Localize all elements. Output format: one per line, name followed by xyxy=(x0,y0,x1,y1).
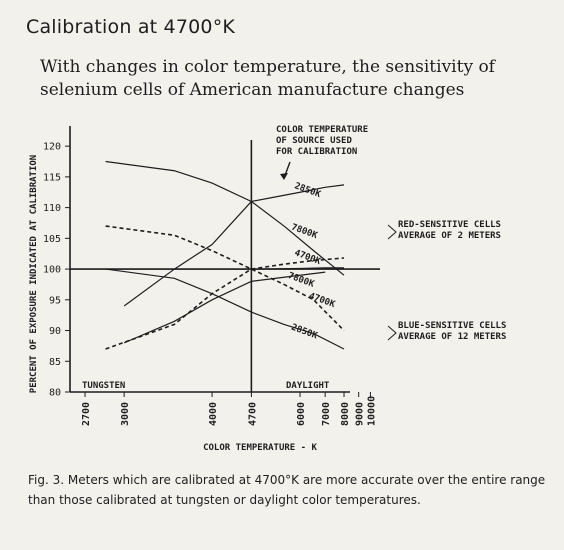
x-tick-label: 2700 xyxy=(81,402,92,426)
page-subtitle: With changes in color temperature, the s… xyxy=(40,57,495,100)
y-tick-label: 115 xyxy=(43,172,61,183)
series-line-red-7800K-1 xyxy=(105,160,345,276)
x-tick-label: 10000 xyxy=(366,396,377,426)
x-tick-label: 4700 xyxy=(247,402,258,426)
y-tick-label: 80 xyxy=(49,388,61,399)
y-tick-label: 95 xyxy=(49,295,61,306)
series-line-blue-unlabeled-6 xyxy=(123,271,326,344)
y-tick-label: 110 xyxy=(43,203,61,214)
y-tick-label: 90 xyxy=(49,326,61,337)
series-label: 2850K xyxy=(293,181,322,200)
red-group-bracket xyxy=(387,224,397,240)
series-label: 7800K xyxy=(290,223,319,242)
x-tick-label: 3000 xyxy=(120,402,131,426)
x-tick-label: 4000 xyxy=(208,402,219,426)
y-tick-label: 100 xyxy=(43,265,61,276)
red-group-label: AVERAGE OF 2 METERS xyxy=(398,231,501,241)
source-note-line: COLOR TEMPERATURE xyxy=(276,125,368,135)
x-axis-title: COLOR TEMPERATURE - K xyxy=(203,443,317,453)
x-tick-label: 9000 xyxy=(355,402,366,426)
source-note-line: OF SOURCE USED xyxy=(276,136,352,146)
x-tick-label: 7000 xyxy=(321,402,332,426)
y-tick-label: 105 xyxy=(43,234,61,245)
tungsten-label: TUNGSTEN xyxy=(82,381,125,391)
calibration-chart: 80 85 90 95 100 105 110 115 120 2700 3000 4000 4700 6… xyxy=(29,125,506,453)
red-group-label: RED-SENSITIVE CELLS xyxy=(398,220,501,230)
y-axis-title: PERCENT OF EXPOSURE INDICATED AT CALIBRA… xyxy=(29,155,39,393)
y-tick-label: 85 xyxy=(49,357,61,368)
blue-group-bracket xyxy=(387,325,397,341)
series-line-blue-2850K-4 xyxy=(105,268,345,350)
page-title: Calibration at 4700°K xyxy=(26,16,236,38)
y-tick-label: 120 xyxy=(43,142,61,153)
series-line-blue-7800K-5 xyxy=(105,257,345,350)
series-label: 4700K xyxy=(293,248,322,267)
blue-group-label: AVERAGE OF 12 METERS xyxy=(398,332,506,342)
figure-caption: Fig. 3. Meters which are calibrated at 4… xyxy=(28,473,546,507)
daylight-label: DAYLIGHT xyxy=(286,381,330,391)
x-tick-label: 8000 xyxy=(340,402,351,426)
blue-group-label: BLUE-SENSITIVE CELLS xyxy=(398,321,506,331)
x-tick-label: 6000 xyxy=(296,402,307,426)
source-note-arrowhead xyxy=(280,173,288,180)
source-note-line: FOR CALIBRATION xyxy=(276,147,357,157)
series-label: 2850K xyxy=(290,323,319,342)
